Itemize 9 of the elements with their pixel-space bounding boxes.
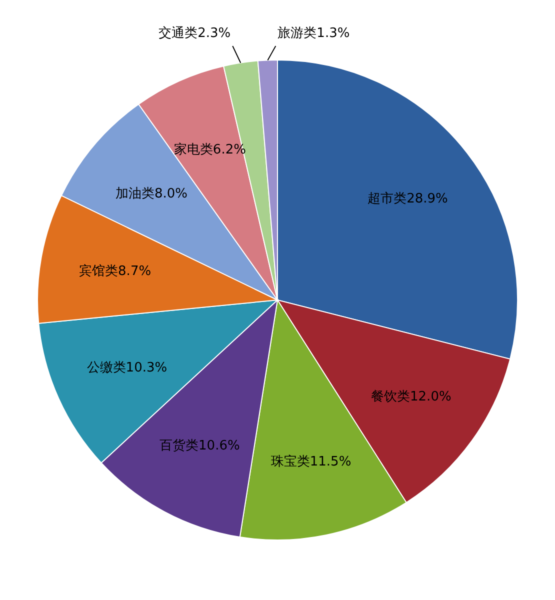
slice-label: 百货类10.6% [160,438,240,454]
slice-label: 宾馆类8.7% [79,263,152,280]
slice-label: 珠宝类11.5% [270,454,352,470]
slice-label: 旅游类1.3% [278,26,350,41]
slice-label: 超市类28.9% [368,192,448,207]
slice-label: 公缴类10.3% [86,360,168,376]
slice-label: 交通类2.3% [158,25,231,41]
slice-label: 加油类8.0% [115,186,188,202]
slice-label: 餐饮类12.0% [371,390,452,405]
